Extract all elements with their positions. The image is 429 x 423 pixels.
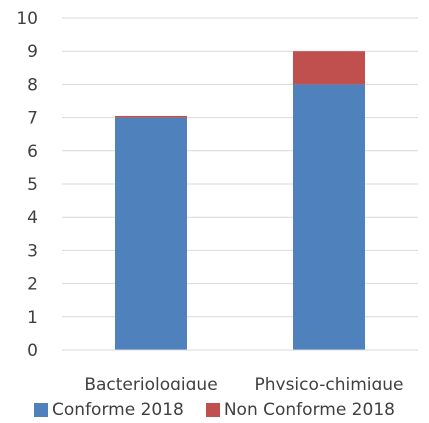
- bar-conforme-1: [293, 84, 365, 351]
- y-tick-label: 7: [27, 109, 38, 129]
- bar-conforme-0: [115, 117, 187, 350]
- y-tick-label: 4: [27, 208, 38, 228]
- y-tick-label: 8: [27, 75, 38, 95]
- category-labels: Bacteriologique Physico-chimique: [84, 375, 403, 390]
- category-label: Bacteriologique: [84, 375, 217, 390]
- y-tick-label: 9: [27, 42, 38, 62]
- legend: Conforme 2018 Non Conforme 2018: [0, 396, 429, 423]
- legend-swatch: [34, 402, 49, 417]
- bar-non-conforme-0: [115, 115, 187, 118]
- y-tick-label: 10: [16, 9, 38, 29]
- y-axis-tick-labels: 0 1 2 3 4 5 6 7 8 9 10: [16, 9, 38, 361]
- bar-non-conforme-1: [293, 51, 365, 85]
- category-label: Physico-chimique: [254, 375, 403, 390]
- y-tick-label: 0: [27, 341, 38, 361]
- legend-label: Conforme 2018: [52, 399, 184, 420]
- legend-label: Non Conforme 2018: [223, 399, 395, 420]
- legend-item: Non Conforme 2018: [205, 399, 395, 420]
- stacked-bar-chart: 0 1 2 3 4 5 6 7 8 9 10 Bacteriologique Physico-chim…: [16, 9, 418, 390]
- y-tick-label: 2: [27, 275, 38, 295]
- bars: [115, 51, 365, 351]
- y-tick-label: 1: [27, 308, 38, 328]
- y-tick-label: 3: [27, 241, 38, 261]
- legend-swatch: [205, 402, 220, 417]
- y-tick-label: 6: [27, 142, 38, 162]
- y-tick-label: 5: [27, 175, 38, 195]
- legend-item: Conforme 2018: [34, 400, 184, 420]
